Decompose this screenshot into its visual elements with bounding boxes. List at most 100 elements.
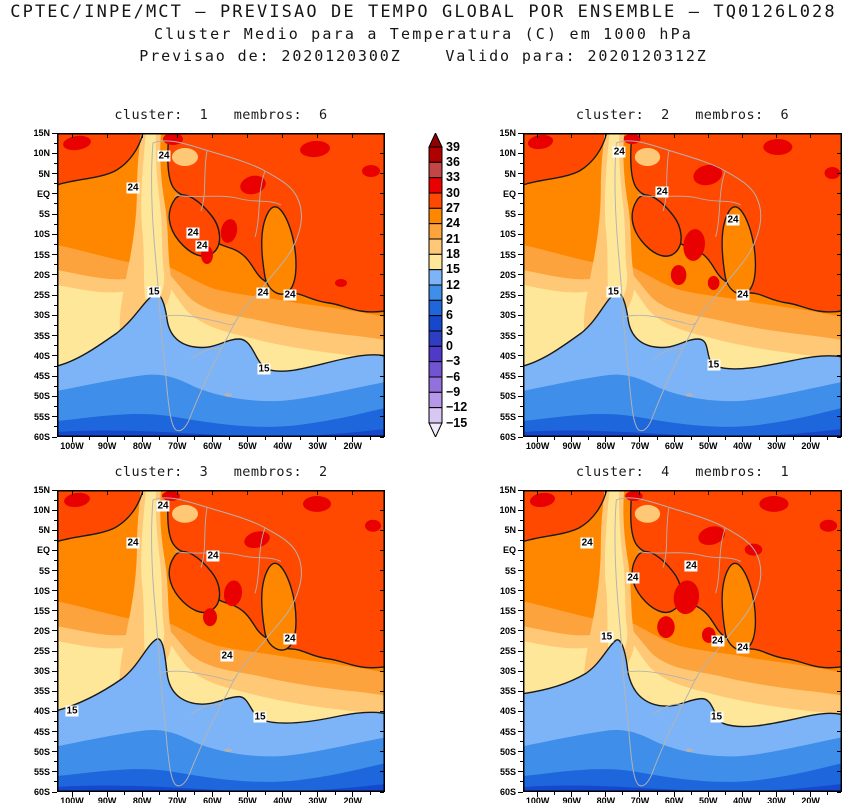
lat-minor-tick bbox=[54, 741, 57, 743]
lon-minor-tick bbox=[758, 437, 760, 440]
lat-tick-label: 35S bbox=[499, 686, 516, 697]
lon-minor-tick bbox=[124, 792, 126, 795]
temperature-map-svg bbox=[57, 490, 385, 792]
lon-tick bbox=[71, 437, 73, 442]
lat-tick-label: 35S bbox=[33, 686, 50, 697]
lon-tick-label: 50W bbox=[699, 796, 718, 803]
lat-tick bbox=[518, 152, 523, 154]
lon-tick-top bbox=[673, 491, 675, 495]
panel-title-cluster-4: cluster: 4 membros: 1 bbox=[575, 464, 790, 480]
contour-label: 15 bbox=[257, 363, 271, 375]
lat-tick-right bbox=[837, 710, 841, 712]
lon-tick-label: 50W bbox=[238, 796, 257, 803]
lat-tick-label: 15S bbox=[33, 249, 50, 260]
lat-minor-tick bbox=[520, 264, 523, 266]
lon-tick-top bbox=[176, 134, 178, 138]
lat-minor-tick bbox=[54, 559, 57, 561]
lat-tick bbox=[518, 630, 523, 632]
lat-tick-label: 30S bbox=[499, 310, 516, 321]
lat-tick-label: 10S bbox=[33, 229, 50, 240]
lat-minor-tick bbox=[520, 640, 523, 642]
lat-tick bbox=[52, 335, 57, 337]
contour-label: 24 bbox=[195, 240, 209, 252]
lon-tick-label: 80W bbox=[132, 796, 152, 803]
lon-tick-label: 100W bbox=[525, 441, 550, 451]
lon-tick bbox=[352, 792, 354, 797]
lat-tick-label: 10N bbox=[33, 148, 50, 159]
lat-tick-label: 10S bbox=[499, 585, 516, 596]
lon-tick-top bbox=[741, 491, 743, 495]
lat-tick bbox=[52, 670, 57, 672]
contour-label: 15 bbox=[253, 711, 267, 723]
lat-minor-tick bbox=[520, 741, 523, 743]
lon-minor-tick bbox=[299, 792, 301, 795]
contour-label: 24 bbox=[612, 146, 626, 158]
lon-tick-top bbox=[106, 134, 108, 138]
lon-tick-label: 90W bbox=[562, 441, 581, 451]
lon-tick-top bbox=[71, 134, 73, 138]
lat-tick bbox=[52, 254, 57, 256]
lon-tick bbox=[176, 792, 178, 797]
lon-tick-label: 30W bbox=[308, 796, 327, 803]
lat-tick-right bbox=[837, 213, 841, 215]
colorbar-level-label: 36 bbox=[446, 154, 460, 169]
panel-cluster-3: cluster: 3 membros: 2 24 24 24 24 24 15 15 15N 10… bbox=[33, 464, 385, 803]
lat-minor-tick bbox=[54, 600, 57, 602]
lon-tick bbox=[673, 792, 675, 797]
lon-tick-label: 60W bbox=[664, 441, 684, 451]
lat-tick-label: 10N bbox=[499, 148, 516, 159]
lat-tick-label: 55S bbox=[499, 411, 516, 422]
lon-tick-label: 50W bbox=[699, 441, 718, 451]
lon-tick-top bbox=[247, 491, 248, 495]
lon-tick-top bbox=[707, 134, 709, 138]
lat-minor-tick bbox=[54, 499, 57, 501]
lon-tick bbox=[106, 437, 108, 442]
lat-tick bbox=[518, 710, 523, 712]
lat-tick-label: 45S bbox=[33, 726, 50, 737]
lon-tick bbox=[141, 437, 143, 442]
lat-tick-label: 25S bbox=[499, 646, 516, 657]
lon-tick bbox=[211, 792, 213, 797]
colorbar-level-label: 0 bbox=[446, 338, 453, 353]
lon-tick-top bbox=[282, 134, 284, 138]
lon-minor-tick bbox=[159, 792, 161, 795]
lat-tick bbox=[52, 751, 57, 753]
lat-tick-label: 5S bbox=[38, 565, 50, 576]
lon-minor-tick bbox=[229, 792, 231, 795]
lat-tick-right bbox=[380, 375, 384, 377]
lon-tick bbox=[247, 437, 248, 442]
lat-minor-tick bbox=[520, 761, 523, 763]
lat-minor-tick bbox=[520, 406, 523, 408]
lat-tick bbox=[52, 132, 57, 134]
contour-label: 24 bbox=[206, 550, 220, 562]
lat-minor-tick bbox=[520, 162, 523, 164]
lat-tick-right bbox=[380, 771, 384, 773]
contour-label: 24 bbox=[186, 227, 200, 239]
colorbar-level-label: 30 bbox=[446, 185, 460, 200]
lat-tick bbox=[518, 690, 523, 692]
lat-tick-right bbox=[380, 690, 384, 692]
lon-minor-tick bbox=[229, 437, 231, 440]
lat-tick-label: 5S bbox=[38, 209, 50, 220]
lat-tick-label: 40S bbox=[499, 350, 516, 361]
lat-tick bbox=[518, 254, 523, 256]
lon-tick-label: 30W bbox=[767, 441, 786, 451]
map-cluster-1 bbox=[57, 133, 385, 437]
lat-tick-label: 35S bbox=[33, 330, 50, 341]
lat-minor-tick bbox=[54, 781, 57, 783]
lon-tick-top bbox=[141, 134, 143, 138]
lat-tick bbox=[518, 549, 523, 551]
lat-tick-right bbox=[380, 590, 384, 592]
lat-tick-right bbox=[380, 529, 384, 531]
lat-tick-right bbox=[837, 670, 841, 672]
lat-minor-tick bbox=[520, 183, 523, 185]
lat-tick bbox=[52, 416, 57, 418]
lat-tick bbox=[52, 710, 57, 712]
lat-tick bbox=[52, 549, 57, 551]
lat-minor-tick bbox=[54, 385, 57, 387]
lat-minor-tick bbox=[520, 660, 523, 662]
lat-tick-label: 10N bbox=[33, 505, 50, 516]
lat-minor-tick bbox=[520, 700, 523, 702]
lon-tick-label: 70W bbox=[630, 441, 650, 451]
lon-tick-label: 30W bbox=[308, 441, 327, 451]
